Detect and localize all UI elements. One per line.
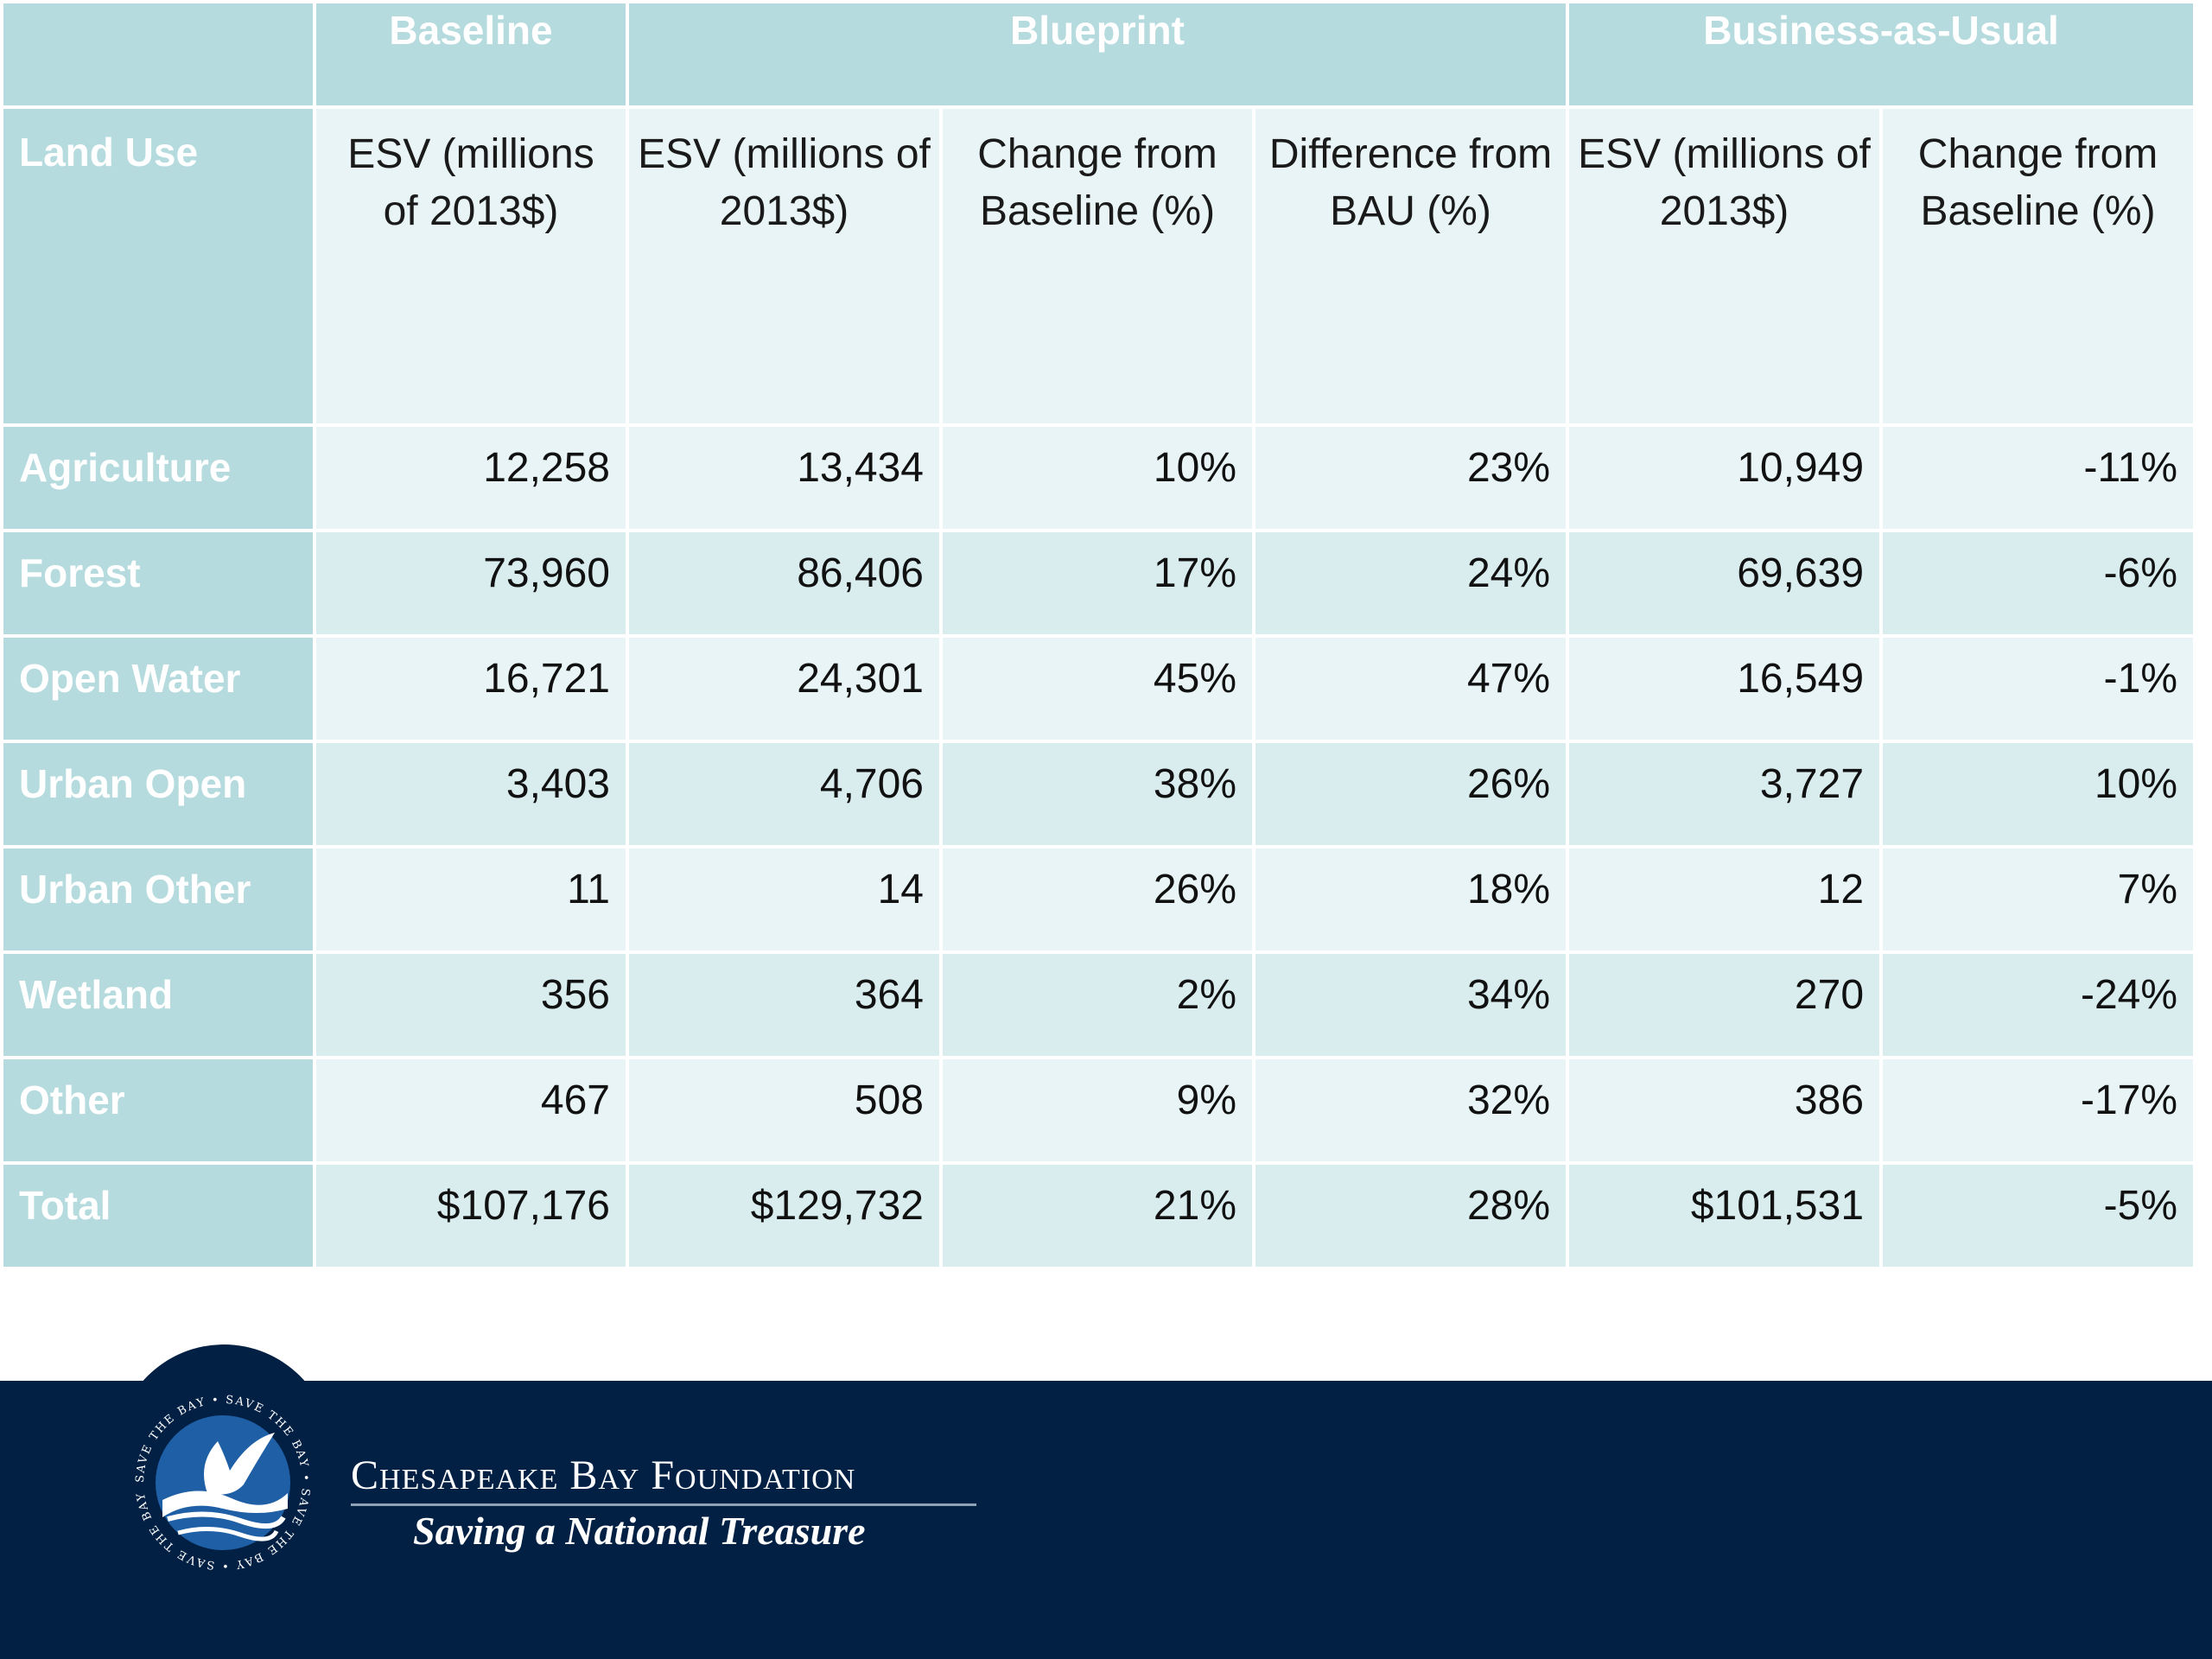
table-cell: 24% <box>1251 529 1570 638</box>
table-cell: 10% <box>1879 740 2197 849</box>
row-label: Wetland <box>0 950 316 1059</box>
row-label: Forest <box>0 529 316 638</box>
table-cell: 13,434 <box>626 423 943 532</box>
table-cell: 28% <box>1251 1161 1570 1270</box>
table-cell: 45% <box>939 634 1255 743</box>
column-header: ESV (millions of 2013$) <box>313 105 629 427</box>
group-header-blueprint: Blueprint <box>625 0 1570 109</box>
table-cell: 34% <box>1251 950 1570 1059</box>
foundation-name: Chesapeake Bay Foundation <box>351 1452 856 1498</box>
table-cell: 12,258 <box>313 423 629 532</box>
table-cell: 16,549 <box>1566 634 1884 743</box>
table-cell: 73,960 <box>313 529 629 638</box>
brand-divider <box>351 1503 976 1506</box>
column-header: Change from Baseline (%) <box>939 105 1255 427</box>
column-header: Change from Baseline (%) <box>1879 105 2197 427</box>
table-cell: 11 <box>313 845 629 954</box>
table-cell: 32% <box>1251 1056 1570 1165</box>
row-label: Urban Other <box>0 845 316 954</box>
table-cell: 26% <box>1251 740 1570 849</box>
row-label: Total <box>0 1161 316 1270</box>
table-cell: 12 <box>1566 845 1884 954</box>
wave-line-icon <box>177 1526 279 1541</box>
table-cell: 38% <box>939 740 1255 849</box>
table-row: Agriculture 12,258 13,434 10% 23% 10,949… <box>0 423 2197 532</box>
table-cell: -1% <box>1879 634 2197 743</box>
scenario-header-row: Baseline Blueprint Business-as-Usual <box>0 0 2197 109</box>
table-cell: -11% <box>1879 423 2197 532</box>
wave-shape <box>162 1491 288 1517</box>
table-row: Other 467 508 9% 32% 386 -17% <box>0 1056 2197 1165</box>
row-label: Other <box>0 1056 316 1165</box>
table-cell: 467 <box>313 1056 629 1165</box>
column-header: ESV (millions of 2013$) <box>626 105 943 427</box>
table-row: Open Water 16,721 24,301 45% 47% 16,549 … <box>0 634 2197 743</box>
land-use-header: Land Use <box>0 105 316 427</box>
row-label: Agriculture <box>0 423 316 532</box>
table-cell: 4,706 <box>626 740 943 849</box>
table-row: Forest 73,960 86,406 17% 24% 69,639 -6% <box>0 529 2197 638</box>
table-row: Wetland 356 364 2% 34% 270 -24% <box>0 950 2197 1059</box>
table-cell: 9% <box>939 1056 1255 1165</box>
group-header-baseline: Baseline <box>313 0 629 109</box>
table-cell: 86,406 <box>626 529 943 638</box>
bird-icon <box>204 1433 275 1495</box>
row-label: Open Water <box>0 634 316 743</box>
column-header-row: Land Use ESV (millions of 2013$) ESV (mi… <box>0 105 2197 427</box>
table-cell: 16,721 <box>313 634 629 743</box>
row-label: Urban Open <box>0 740 316 849</box>
table-cell: 270 <box>1566 950 1884 1059</box>
table-cell: 508 <box>626 1056 943 1165</box>
corner-cell <box>0 0 316 109</box>
foundation-seal-logo: SAVE THE BAY • SAVE THE BAY • SAVE THE B… <box>128 1388 316 1576</box>
table-cell: 17% <box>939 529 1255 638</box>
table-cell: 3,403 <box>313 740 629 849</box>
foundation-tagline: Saving a National Treasure <box>413 1509 866 1553</box>
table-cell: $129,732 <box>626 1161 943 1270</box>
table-cell: -24% <box>1879 950 2197 1059</box>
group-header-bau: Business-as-Usual <box>1566 0 2197 109</box>
table-row: Urban Other 11 14 26% 18% 12 7% <box>0 845 2197 954</box>
column-header: Difference from BAU (%) <box>1251 105 1570 427</box>
table-cell: 3,727 <box>1566 740 1884 849</box>
table-cell: -17% <box>1879 1056 2197 1165</box>
esv-comparison-table: Baseline Blueprint Business-as-Usual Lan… <box>0 0 2197 1270</box>
table-cell: 356 <box>313 950 629 1059</box>
table-cell: 10,949 <box>1566 423 1884 532</box>
table-cell: 10% <box>939 423 1255 532</box>
table-cell: 47% <box>1251 634 1570 743</box>
table-cell: 23% <box>1251 423 1570 532</box>
column-header: ESV (millions of 2013$) <box>1566 105 1884 427</box>
table-cell: 2% <box>939 950 1255 1059</box>
table-cell: 7% <box>1879 845 2197 954</box>
table-cell: 26% <box>939 845 1255 954</box>
total-row: Total $107,176 $129,732 21% 28% $101,531… <box>0 1161 2197 1270</box>
table-cell: -5% <box>1879 1161 2197 1270</box>
table-cell: 364 <box>626 950 943 1059</box>
table-cell: 24,301 <box>626 634 943 743</box>
wave-line-icon <box>167 1511 286 1529</box>
table-cell: $107,176 <box>313 1161 629 1270</box>
footer-bar <box>0 1381 2212 1659</box>
table-cell: $101,531 <box>1566 1161 1884 1270</box>
table-cell: 21% <box>939 1161 1255 1270</box>
table-row: Urban Open 3,403 4,706 38% 26% 3,727 10% <box>0 740 2197 849</box>
table-cell: 69,639 <box>1566 529 1884 638</box>
table-cell: 14 <box>626 845 943 954</box>
table-cell: -6% <box>1879 529 2197 638</box>
table-cell: 386 <box>1566 1056 1884 1165</box>
table-cell: 18% <box>1251 845 1570 954</box>
